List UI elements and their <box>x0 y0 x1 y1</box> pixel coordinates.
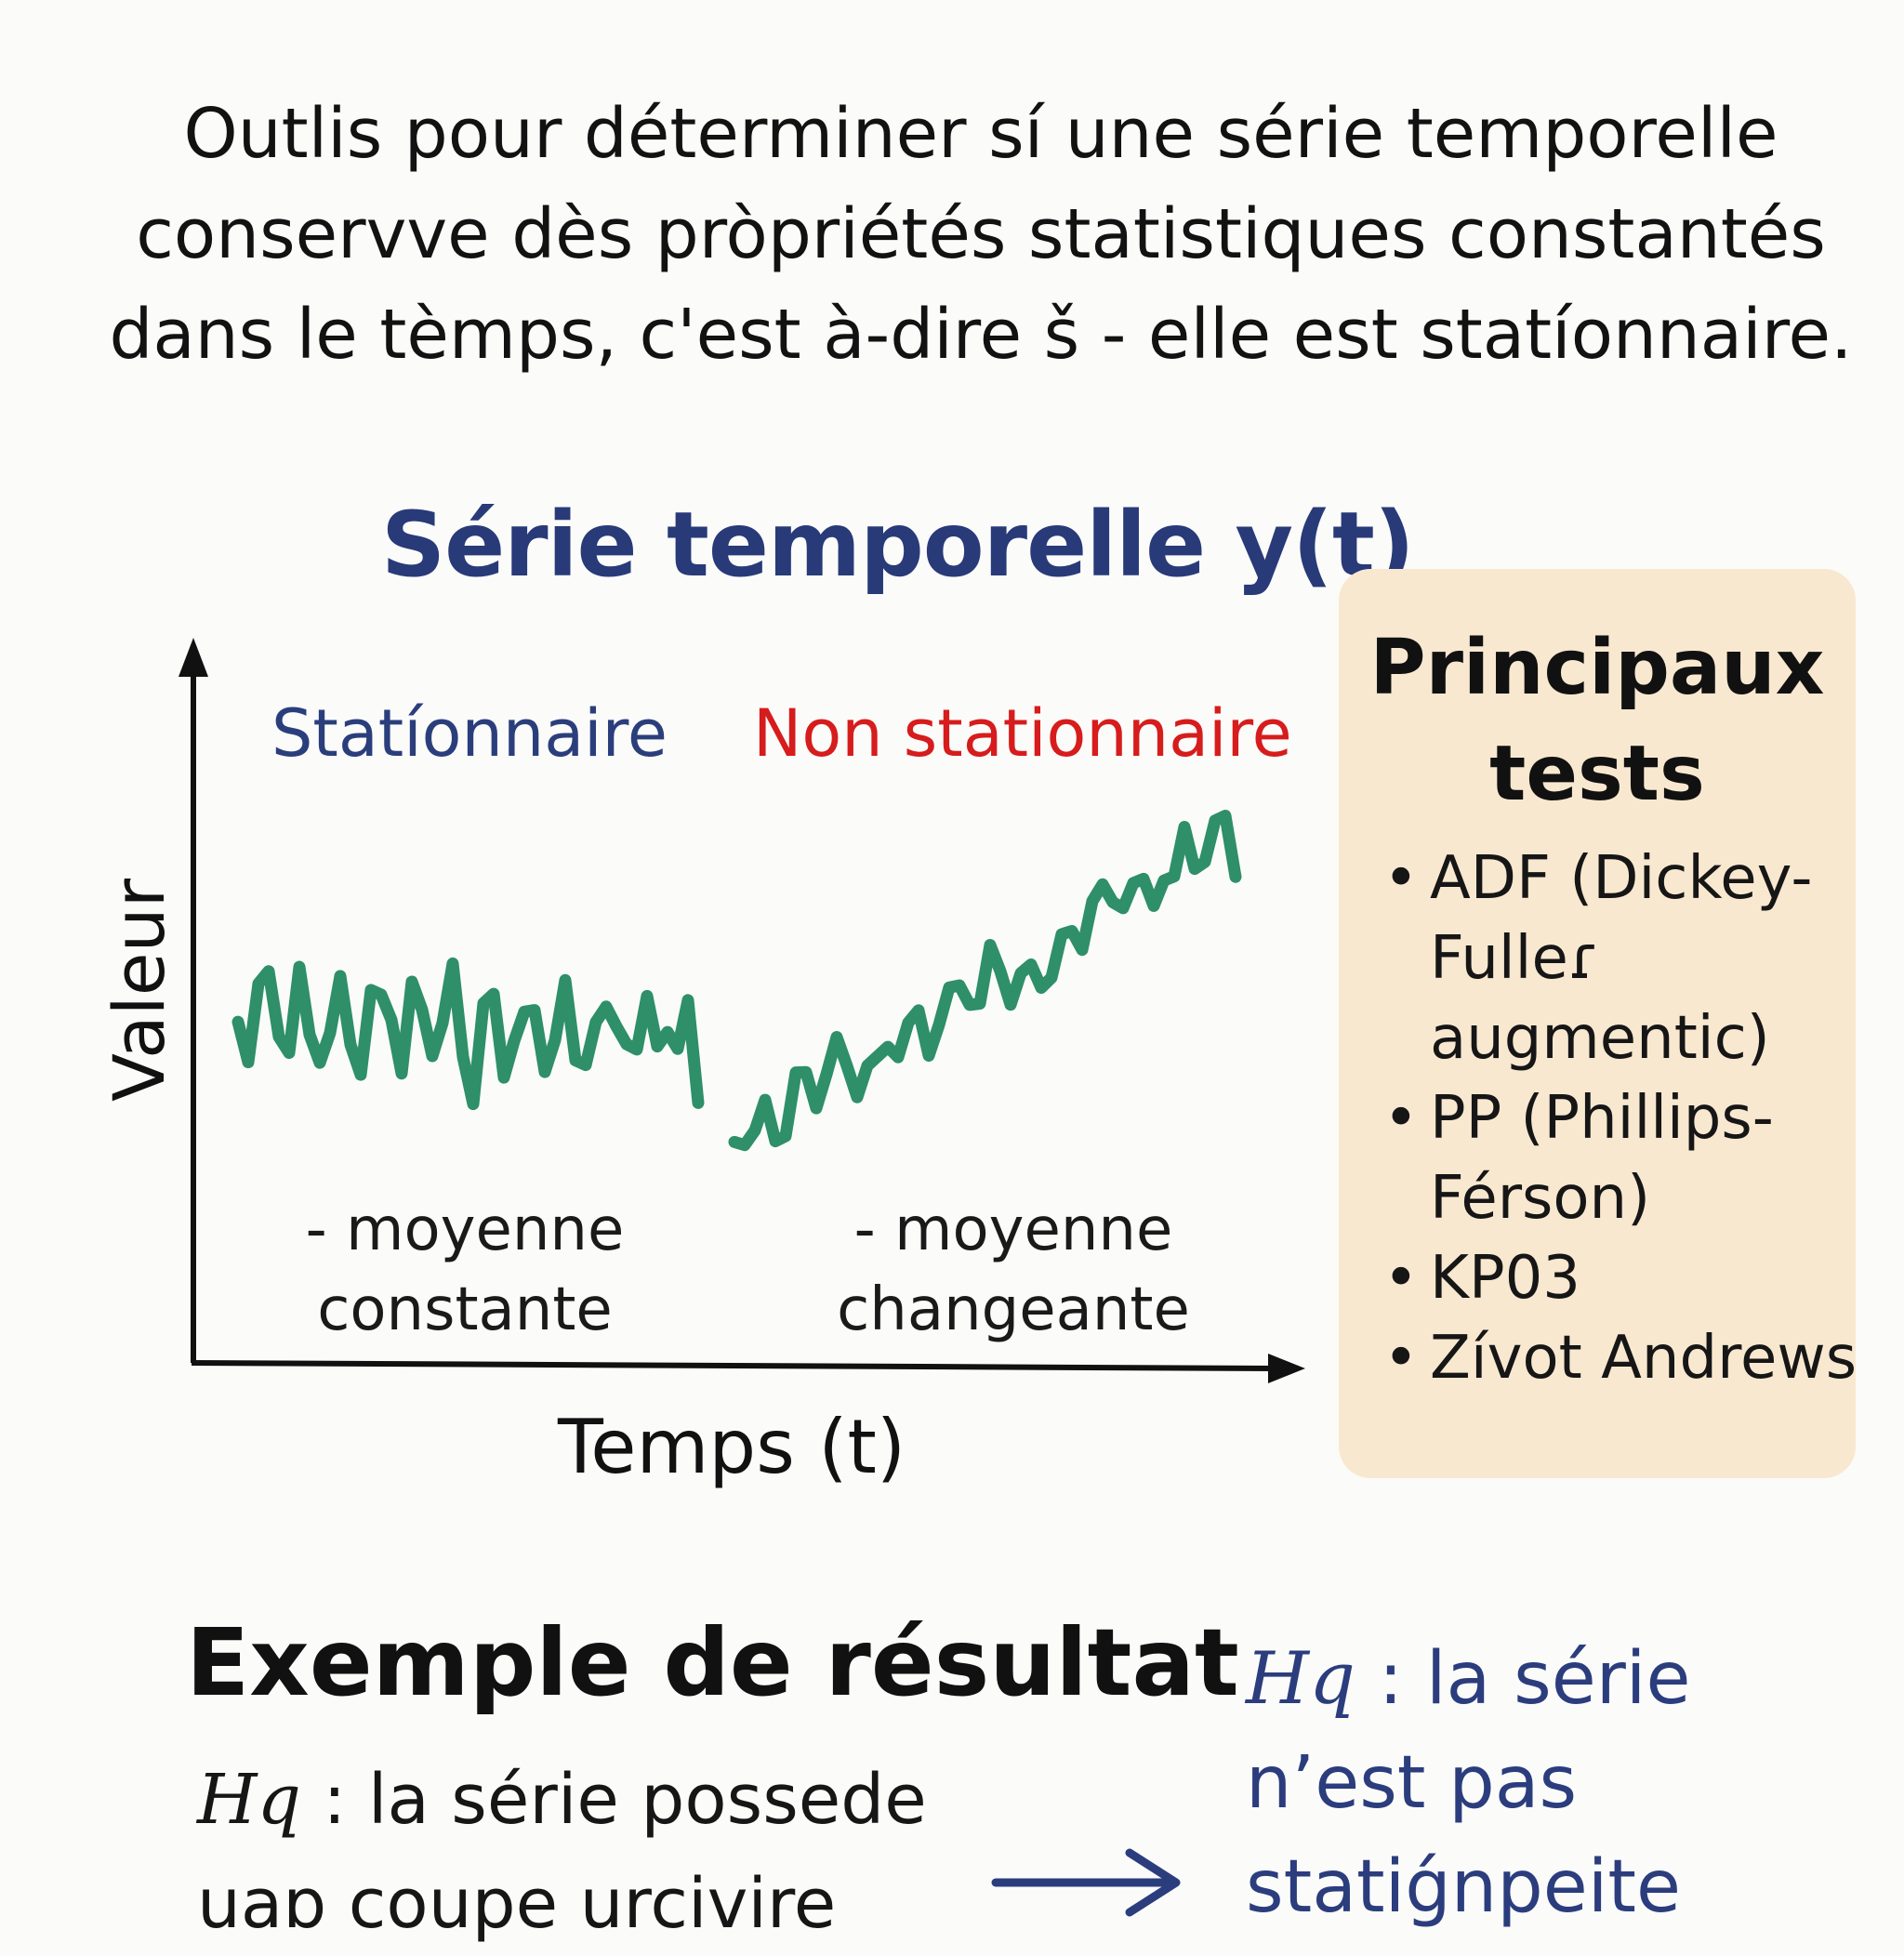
stationary-note: - moyenne constante <box>279 1190 651 1350</box>
stationary-note-line-2: constante <box>317 1275 613 1344</box>
stationary-label: Statíonnaire <box>271 695 668 772</box>
diagram-title: Série temporelle y(t) <box>381 493 1415 597</box>
test-item-kpss: • KP03 <box>1376 1238 1859 1318</box>
result-heading: Exemple de résultat <box>186 1608 1239 1717</box>
h0-symbol: Hq <box>197 1760 301 1840</box>
intro-line-2: conservve dès pròpriétés statistiques co… <box>136 194 1826 274</box>
y-axis-arrowhead <box>178 638 208 677</box>
test-item-label: ADF (Dickey- Fulleɾ augmentic) <box>1430 844 1813 1073</box>
non-stationary-note: - moyenne changeante <box>790 1190 1236 1350</box>
intro-text: Outlis pour déterminer sí une série temp… <box>84 84 1878 385</box>
x-axis <box>191 1360 1276 1371</box>
tests-list: • ADF (Dickey- Fulleɾ augmentic) • PP (Phi… <box>1376 839 1859 1398</box>
test-item-adf: • ADF (Dickey- Fulleɾ augmentic) <box>1376 839 1859 1078</box>
tests-title-line-1: Principaux <box>1369 624 1825 712</box>
intro-line-1: Outlis pour déterminer sí une série temp… <box>183 94 1778 174</box>
tests-panel-title: Principaux tests <box>1339 615 1856 827</box>
null-hypothesis: Hq : la série possede uaɒ coupe urcivire <box>197 1748 997 1956</box>
tests-title-line-2: tests <box>1489 730 1705 818</box>
non-stationary-note-line-1: - moyenne <box>853 1196 1173 1264</box>
h1-symbol: Hq <box>1246 1637 1355 1721</box>
time-series-diagram <box>178 638 1305 1383</box>
non-stationary-label: Non stationnaire <box>753 695 1292 772</box>
x-axis-arrowhead <box>1268 1354 1305 1383</box>
x-axis-label: Temps (t) <box>558 1404 906 1490</box>
stationary-series-line <box>231 957 705 1111</box>
test-item-label: KP03 <box>1430 1244 1580 1313</box>
y-axis-label: Valeur <box>98 879 180 1102</box>
alternative-hypothesis: Hq : la série n’est pas statiǵnpeite <box>1246 1627 1878 1939</box>
bullet-icon: • <box>1383 844 1419 913</box>
stationary-note-line-1: - moyenne <box>305 1196 625 1264</box>
main-tests-panel: Principaux tests • ADF (Dickey- Fulleɾ au… <box>1339 569 1859 1478</box>
non-stationary-note-line-2: changeante <box>837 1275 1190 1344</box>
intro-line-3: dans le tèmps, c'est à-dire š - elle est… <box>109 295 1853 375</box>
h0-text: : la série possede uaɒ coupe urcivire <box>197 1760 927 1944</box>
h1-text: : la série n’est pas statiǵnpeite <box>1246 1637 1691 1929</box>
bullet-icon: • <box>1383 1244 1419 1313</box>
bullet-icon: • <box>1383 1324 1419 1393</box>
result-arrow-icon <box>991 1848 1181 1917</box>
test-item-pp: • PP (Phillips- Férson) <box>1376 1078 1859 1238</box>
bullet-icon: • <box>1383 1084 1419 1153</box>
test-item-zivot-andrews: • Zívot Andrews <box>1376 1318 1859 1398</box>
test-item-label: PP (Phillips- Férson) <box>1430 1084 1774 1233</box>
non-stationary-series-line <box>728 810 1242 1152</box>
test-item-label: Zívot Andrews <box>1430 1324 1858 1393</box>
